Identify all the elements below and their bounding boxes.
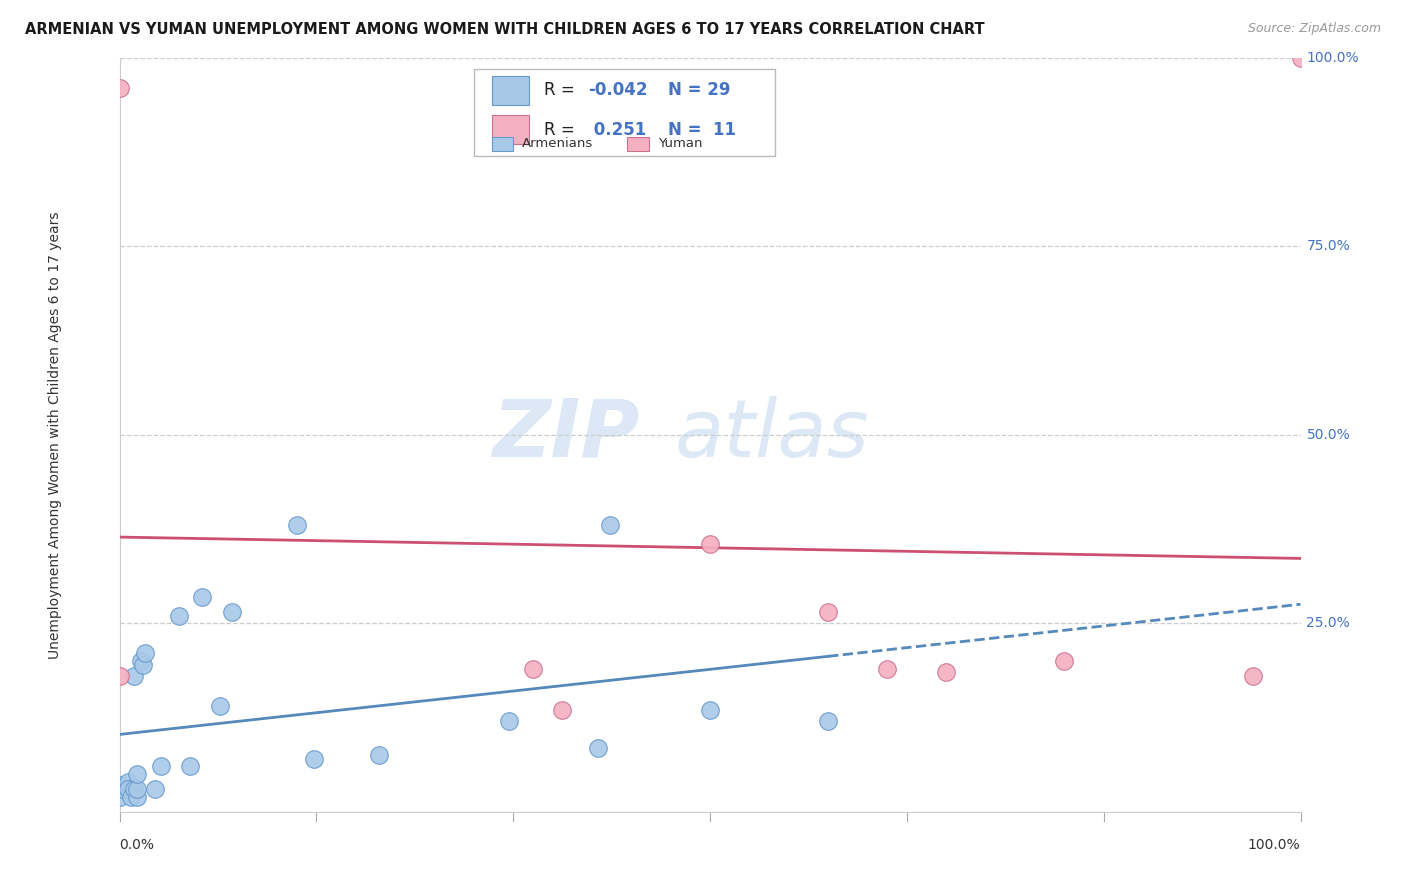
Point	[208, 699, 231, 714]
Point	[285, 518, 308, 533]
Point	[108, 669, 131, 683]
Point	[127, 767, 149, 781]
Text: R =: R =	[544, 81, 579, 99]
Point	[876, 661, 898, 675]
Point	[191, 590, 214, 604]
Point	[221, 605, 243, 619]
Text: N = 29: N = 29	[668, 81, 730, 99]
Point	[112, 782, 135, 797]
Point	[108, 81, 131, 95]
Text: 100.0%: 100.0%	[1306, 51, 1360, 65]
Point	[127, 789, 149, 804]
Point	[108, 789, 131, 804]
Text: 0.251: 0.251	[588, 120, 647, 138]
Point	[129, 654, 152, 668]
Text: 50.0%: 50.0%	[1306, 428, 1350, 442]
Point	[522, 661, 544, 675]
Text: 75.0%: 75.0%	[1306, 239, 1350, 253]
FancyBboxPatch shape	[627, 137, 648, 151]
Point	[167, 608, 190, 623]
Text: 0.0%: 0.0%	[120, 838, 155, 852]
Point	[122, 782, 145, 797]
Text: R =: R =	[544, 120, 579, 138]
Point	[817, 605, 839, 619]
Text: ARMENIAN VS YUMAN UNEMPLOYMENT AMONG WOMEN WITH CHILDREN AGES 6 TO 17 YEARS CORR: ARMENIAN VS YUMAN UNEMPLOYMENT AMONG WOM…	[25, 22, 986, 37]
Text: Source: ZipAtlas.com: Source: ZipAtlas.com	[1247, 22, 1381, 36]
FancyBboxPatch shape	[492, 76, 529, 104]
FancyBboxPatch shape	[492, 137, 513, 151]
FancyBboxPatch shape	[474, 70, 775, 156]
Point	[817, 714, 839, 729]
Point	[304, 752, 326, 766]
Point	[1241, 669, 1264, 683]
Point	[132, 657, 155, 672]
Point	[699, 703, 721, 717]
Point	[586, 740, 609, 755]
Point	[1289, 51, 1312, 65]
Point	[127, 782, 149, 797]
Text: N =  11: N = 11	[668, 120, 735, 138]
Text: 25.0%: 25.0%	[1306, 616, 1350, 631]
Point	[498, 714, 520, 729]
Point	[935, 665, 957, 680]
Text: Yuman: Yuman	[658, 137, 703, 151]
Point	[117, 774, 139, 789]
Point	[134, 647, 156, 661]
Point	[117, 782, 139, 797]
Point	[108, 778, 131, 792]
Point	[179, 759, 201, 773]
Text: ZIP: ZIP	[492, 396, 640, 474]
Text: 100.0%: 100.0%	[1249, 838, 1301, 852]
Point	[1053, 654, 1076, 668]
Point	[699, 537, 721, 551]
Text: Armenians: Armenians	[522, 137, 593, 151]
Point	[120, 789, 142, 804]
Text: -0.042: -0.042	[588, 81, 648, 99]
FancyBboxPatch shape	[492, 115, 529, 144]
Point	[599, 518, 621, 533]
Point	[143, 782, 166, 797]
Point	[551, 703, 574, 717]
Point	[368, 748, 391, 763]
Text: Unemployment Among Women with Children Ages 6 to 17 years: Unemployment Among Women with Children A…	[48, 211, 62, 658]
Text: atlas: atlas	[675, 396, 869, 474]
Point	[122, 669, 145, 683]
Point	[149, 759, 172, 773]
